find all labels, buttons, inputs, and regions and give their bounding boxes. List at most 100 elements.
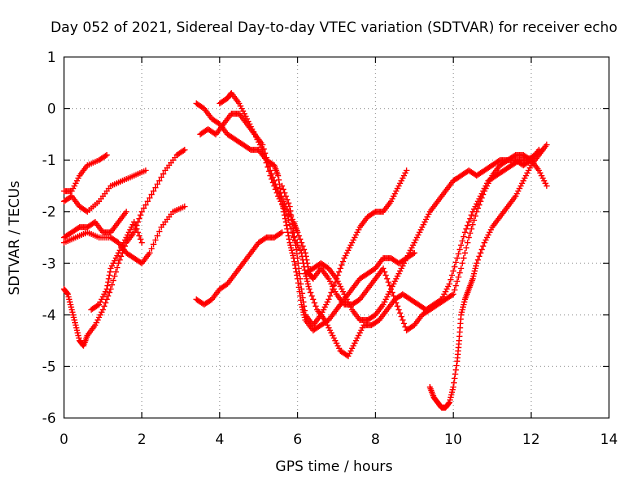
data-point	[150, 188, 157, 195]
data-point	[456, 246, 463, 253]
data-point	[137, 236, 144, 243]
data-point	[291, 237, 298, 244]
data-point	[285, 217, 292, 224]
data-point	[131, 219, 138, 226]
data-point	[112, 268, 119, 275]
data-point	[301, 263, 308, 270]
data-point	[298, 249, 305, 256]
data-point	[293, 268, 300, 275]
data-point	[282, 208, 289, 215]
data-point	[110, 277, 117, 284]
data-point	[293, 250, 300, 257]
data-point	[337, 265, 344, 272]
data-point	[290, 225, 297, 232]
series-12	[426, 141, 550, 411]
data-point	[461, 249, 468, 256]
data-point	[94, 302, 101, 309]
data-point	[294, 255, 301, 262]
series-2	[61, 208, 130, 241]
data-point	[445, 400, 452, 407]
data-point	[473, 260, 480, 267]
data-point	[385, 279, 392, 286]
data-point	[299, 256, 306, 263]
x-tick-label: 8	[371, 432, 380, 448]
data-point	[156, 228, 163, 235]
data-point	[325, 296, 332, 303]
data-point	[286, 236, 293, 243]
data-point	[464, 239, 471, 246]
data-point	[152, 237, 159, 244]
data-point	[394, 303, 401, 310]
data-point	[102, 152, 109, 159]
data-point	[454, 278, 461, 285]
x-axis-label: GPS time / hours	[275, 459, 392, 475]
data-point	[339, 258, 346, 265]
data-point	[289, 230, 296, 237]
data-point	[103, 286, 110, 293]
data-point	[154, 181, 161, 188]
data-point	[136, 215, 143, 222]
data-point	[311, 299, 318, 306]
series-10	[279, 167, 410, 329]
data-point	[455, 274, 462, 281]
data-point	[336, 268, 343, 275]
data-point	[312, 303, 319, 310]
data-point	[452, 366, 459, 373]
data-point	[400, 320, 407, 327]
data-point	[109, 281, 116, 288]
data-point	[285, 200, 292, 207]
data-point	[437, 297, 444, 304]
data-point	[296, 270, 303, 277]
data-point	[468, 212, 475, 219]
data-point	[398, 313, 405, 320]
data-point	[180, 147, 187, 154]
data-point	[471, 217, 478, 224]
data-point	[543, 182, 550, 189]
data-point	[307, 289, 314, 296]
data-point	[146, 194, 153, 201]
data-point	[284, 229, 291, 236]
data-point	[297, 280, 304, 287]
data-point	[451, 263, 458, 270]
data-point	[298, 239, 305, 246]
data-point	[262, 155, 269, 162]
data-point	[263, 159, 270, 166]
data-point	[450, 291, 457, 298]
data-point	[380, 265, 387, 272]
data-point	[301, 307, 308, 314]
data-point	[459, 237, 466, 244]
data-point	[467, 215, 474, 222]
data-point	[275, 176, 282, 183]
data-point	[328, 289, 335, 296]
data-point	[142, 201, 149, 208]
data-point	[450, 384, 457, 391]
data-point	[452, 259, 459, 266]
series-0	[61, 151, 110, 195]
data-point	[279, 229, 285, 236]
data-point	[181, 146, 188, 153]
data-point	[295, 232, 302, 239]
data-point	[452, 371, 459, 378]
data-point	[144, 198, 151, 205]
data-point	[156, 177, 163, 184]
data-point	[134, 229, 141, 236]
data-point	[295, 265, 302, 272]
data-point	[286, 203, 293, 210]
y-tick-label: 0	[47, 102, 56, 118]
data-point	[448, 292, 455, 299]
data-point	[395, 306, 402, 313]
data-point	[264, 164, 271, 171]
x-tick-label: 10	[444, 432, 462, 448]
data-point	[138, 208, 145, 215]
data-point	[290, 229, 297, 236]
data-point	[160, 170, 167, 177]
data-point	[465, 234, 472, 241]
y-tick-label: -1	[42, 153, 56, 169]
data-point	[291, 258, 298, 265]
data-point	[460, 233, 467, 240]
data-point	[306, 286, 313, 293]
data-point	[284, 213, 291, 220]
data-point	[106, 272, 113, 279]
data-point	[450, 379, 457, 386]
